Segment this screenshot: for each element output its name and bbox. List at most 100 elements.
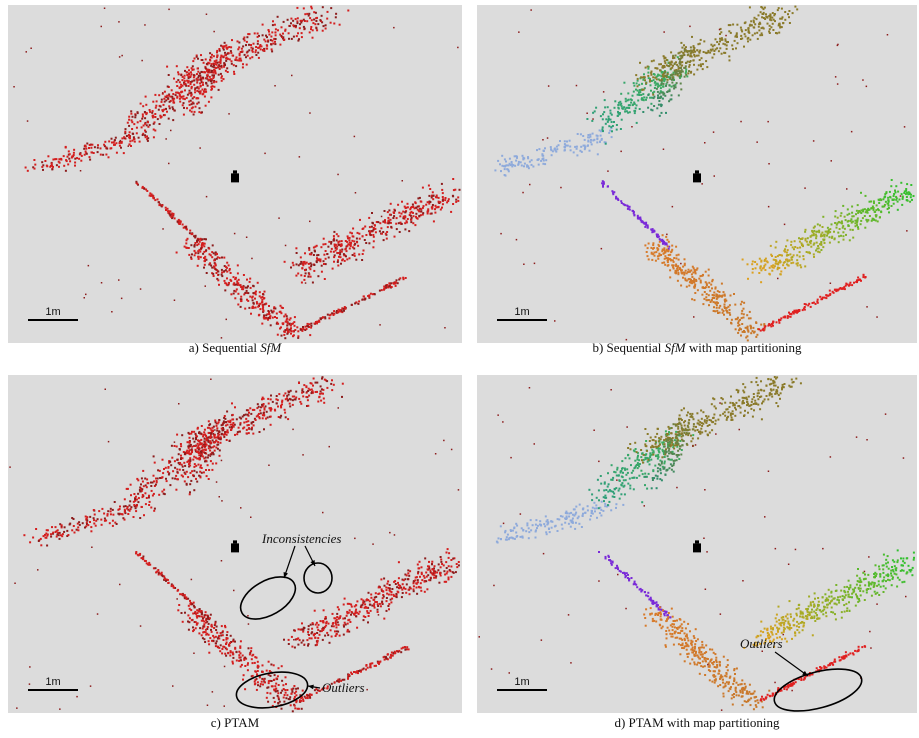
point (594, 110, 596, 112)
point (193, 475, 195, 477)
point (538, 164, 540, 166)
point (661, 112, 663, 114)
point (361, 598, 363, 600)
point (452, 178, 454, 180)
point (188, 69, 190, 71)
point (675, 257, 677, 259)
point (799, 251, 801, 253)
point (669, 62, 671, 64)
point (262, 49, 264, 51)
point (137, 493, 139, 495)
point (243, 659, 245, 661)
point (706, 52, 708, 54)
point (349, 248, 351, 250)
point (312, 385, 314, 387)
point (420, 210, 422, 212)
point (815, 231, 817, 233)
point (394, 210, 396, 212)
point (624, 204, 626, 206)
point (179, 469, 181, 471)
point (200, 464, 202, 466)
point (150, 195, 152, 197)
point (50, 536, 52, 538)
point (764, 259, 766, 261)
point (202, 435, 204, 437)
point (147, 121, 149, 123)
point (230, 279, 232, 281)
point (193, 235, 195, 237)
point (119, 56, 121, 58)
point (182, 457, 184, 459)
point (257, 403, 259, 405)
point (906, 196, 908, 198)
point (348, 239, 350, 241)
point (283, 395, 285, 397)
point (573, 151, 575, 153)
point (853, 215, 855, 217)
point (790, 241, 792, 243)
point (309, 323, 311, 325)
point (586, 113, 588, 115)
point (173, 78, 175, 80)
point (664, 242, 666, 244)
point (264, 291, 266, 293)
point (829, 290, 831, 292)
point (283, 39, 285, 41)
point (887, 208, 889, 210)
point (620, 93, 622, 95)
point (79, 524, 81, 526)
point (335, 13, 337, 15)
point (221, 65, 223, 67)
point (755, 336, 757, 338)
point (229, 426, 231, 428)
point (221, 269, 223, 271)
point (712, 279, 714, 281)
point (182, 104, 184, 106)
point (677, 273, 679, 275)
point (653, 60, 655, 62)
point (201, 111, 203, 113)
point (142, 481, 144, 483)
point (296, 7, 298, 9)
point (199, 82, 201, 84)
point (126, 508, 128, 510)
point (658, 100, 660, 102)
point (784, 19, 786, 21)
point (896, 197, 898, 199)
point (694, 284, 696, 286)
point (668, 254, 670, 256)
point (379, 290, 381, 292)
point (230, 429, 232, 431)
point (691, 273, 693, 275)
point (141, 477, 143, 479)
point (200, 439, 202, 441)
point (144, 130, 146, 132)
point (620, 151, 622, 153)
point (671, 94, 673, 96)
point (817, 251, 819, 253)
point (236, 660, 238, 662)
point (299, 263, 301, 265)
point (215, 629, 217, 631)
point (231, 402, 233, 404)
point (758, 29, 760, 31)
point (102, 154, 104, 156)
point (862, 217, 864, 219)
point (320, 318, 322, 320)
point (155, 567, 157, 569)
point (444, 199, 446, 201)
point (226, 319, 228, 321)
point (300, 22, 302, 24)
point (806, 251, 808, 253)
point (257, 52, 259, 54)
point (188, 621, 190, 623)
point (247, 51, 249, 53)
point (141, 557, 143, 559)
point (906, 199, 908, 201)
point (297, 644, 299, 646)
point (345, 624, 347, 626)
point (771, 255, 773, 257)
point (193, 79, 195, 81)
point (277, 16, 279, 18)
point (264, 681, 266, 683)
